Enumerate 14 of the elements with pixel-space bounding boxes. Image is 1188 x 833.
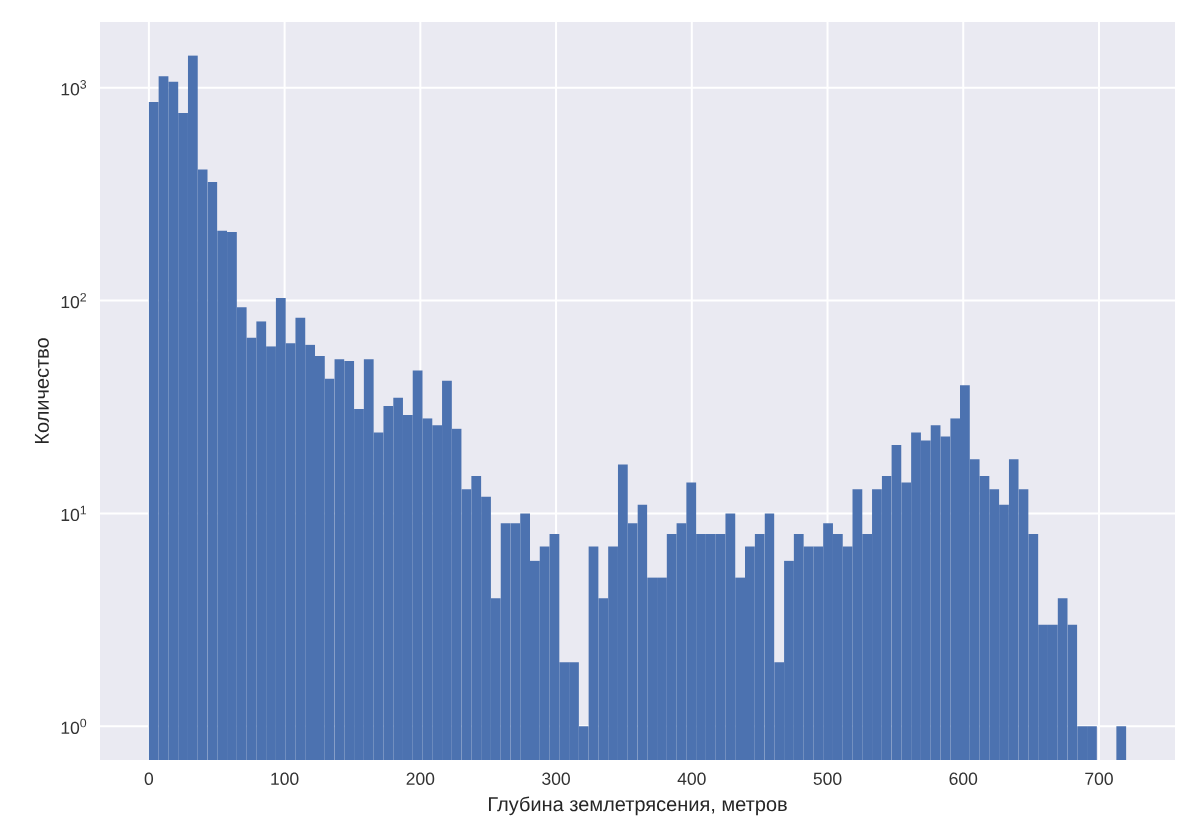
x-tick-label: 600 <box>949 772 978 785</box>
x-axis-title: Глубина землетрясения, метров <box>488 796 787 816</box>
x-tick-label: 0 <box>144 772 154 785</box>
y-tick-label: 10$^{3}$ <box>61 80 87 96</box>
y-tick-label: 10$^{0}$ <box>61 718 87 735</box>
x-tick-label: 300 <box>542 772 570 785</box>
x-tick-label: 200 <box>406 772 435 785</box>
y-axis-title: Количество <box>34 338 49 444</box>
x-tick-label: 100 <box>271 772 299 785</box>
y-tick-label: 10$^{2}$ <box>61 292 86 309</box>
y-tick-label: 10$^{1}$ <box>61 505 87 522</box>
x-tick-label: 500 <box>813 772 842 785</box>
x-tick-label: 700 <box>1085 772 1113 785</box>
x-tick-label: 400 <box>677 772 706 785</box>
